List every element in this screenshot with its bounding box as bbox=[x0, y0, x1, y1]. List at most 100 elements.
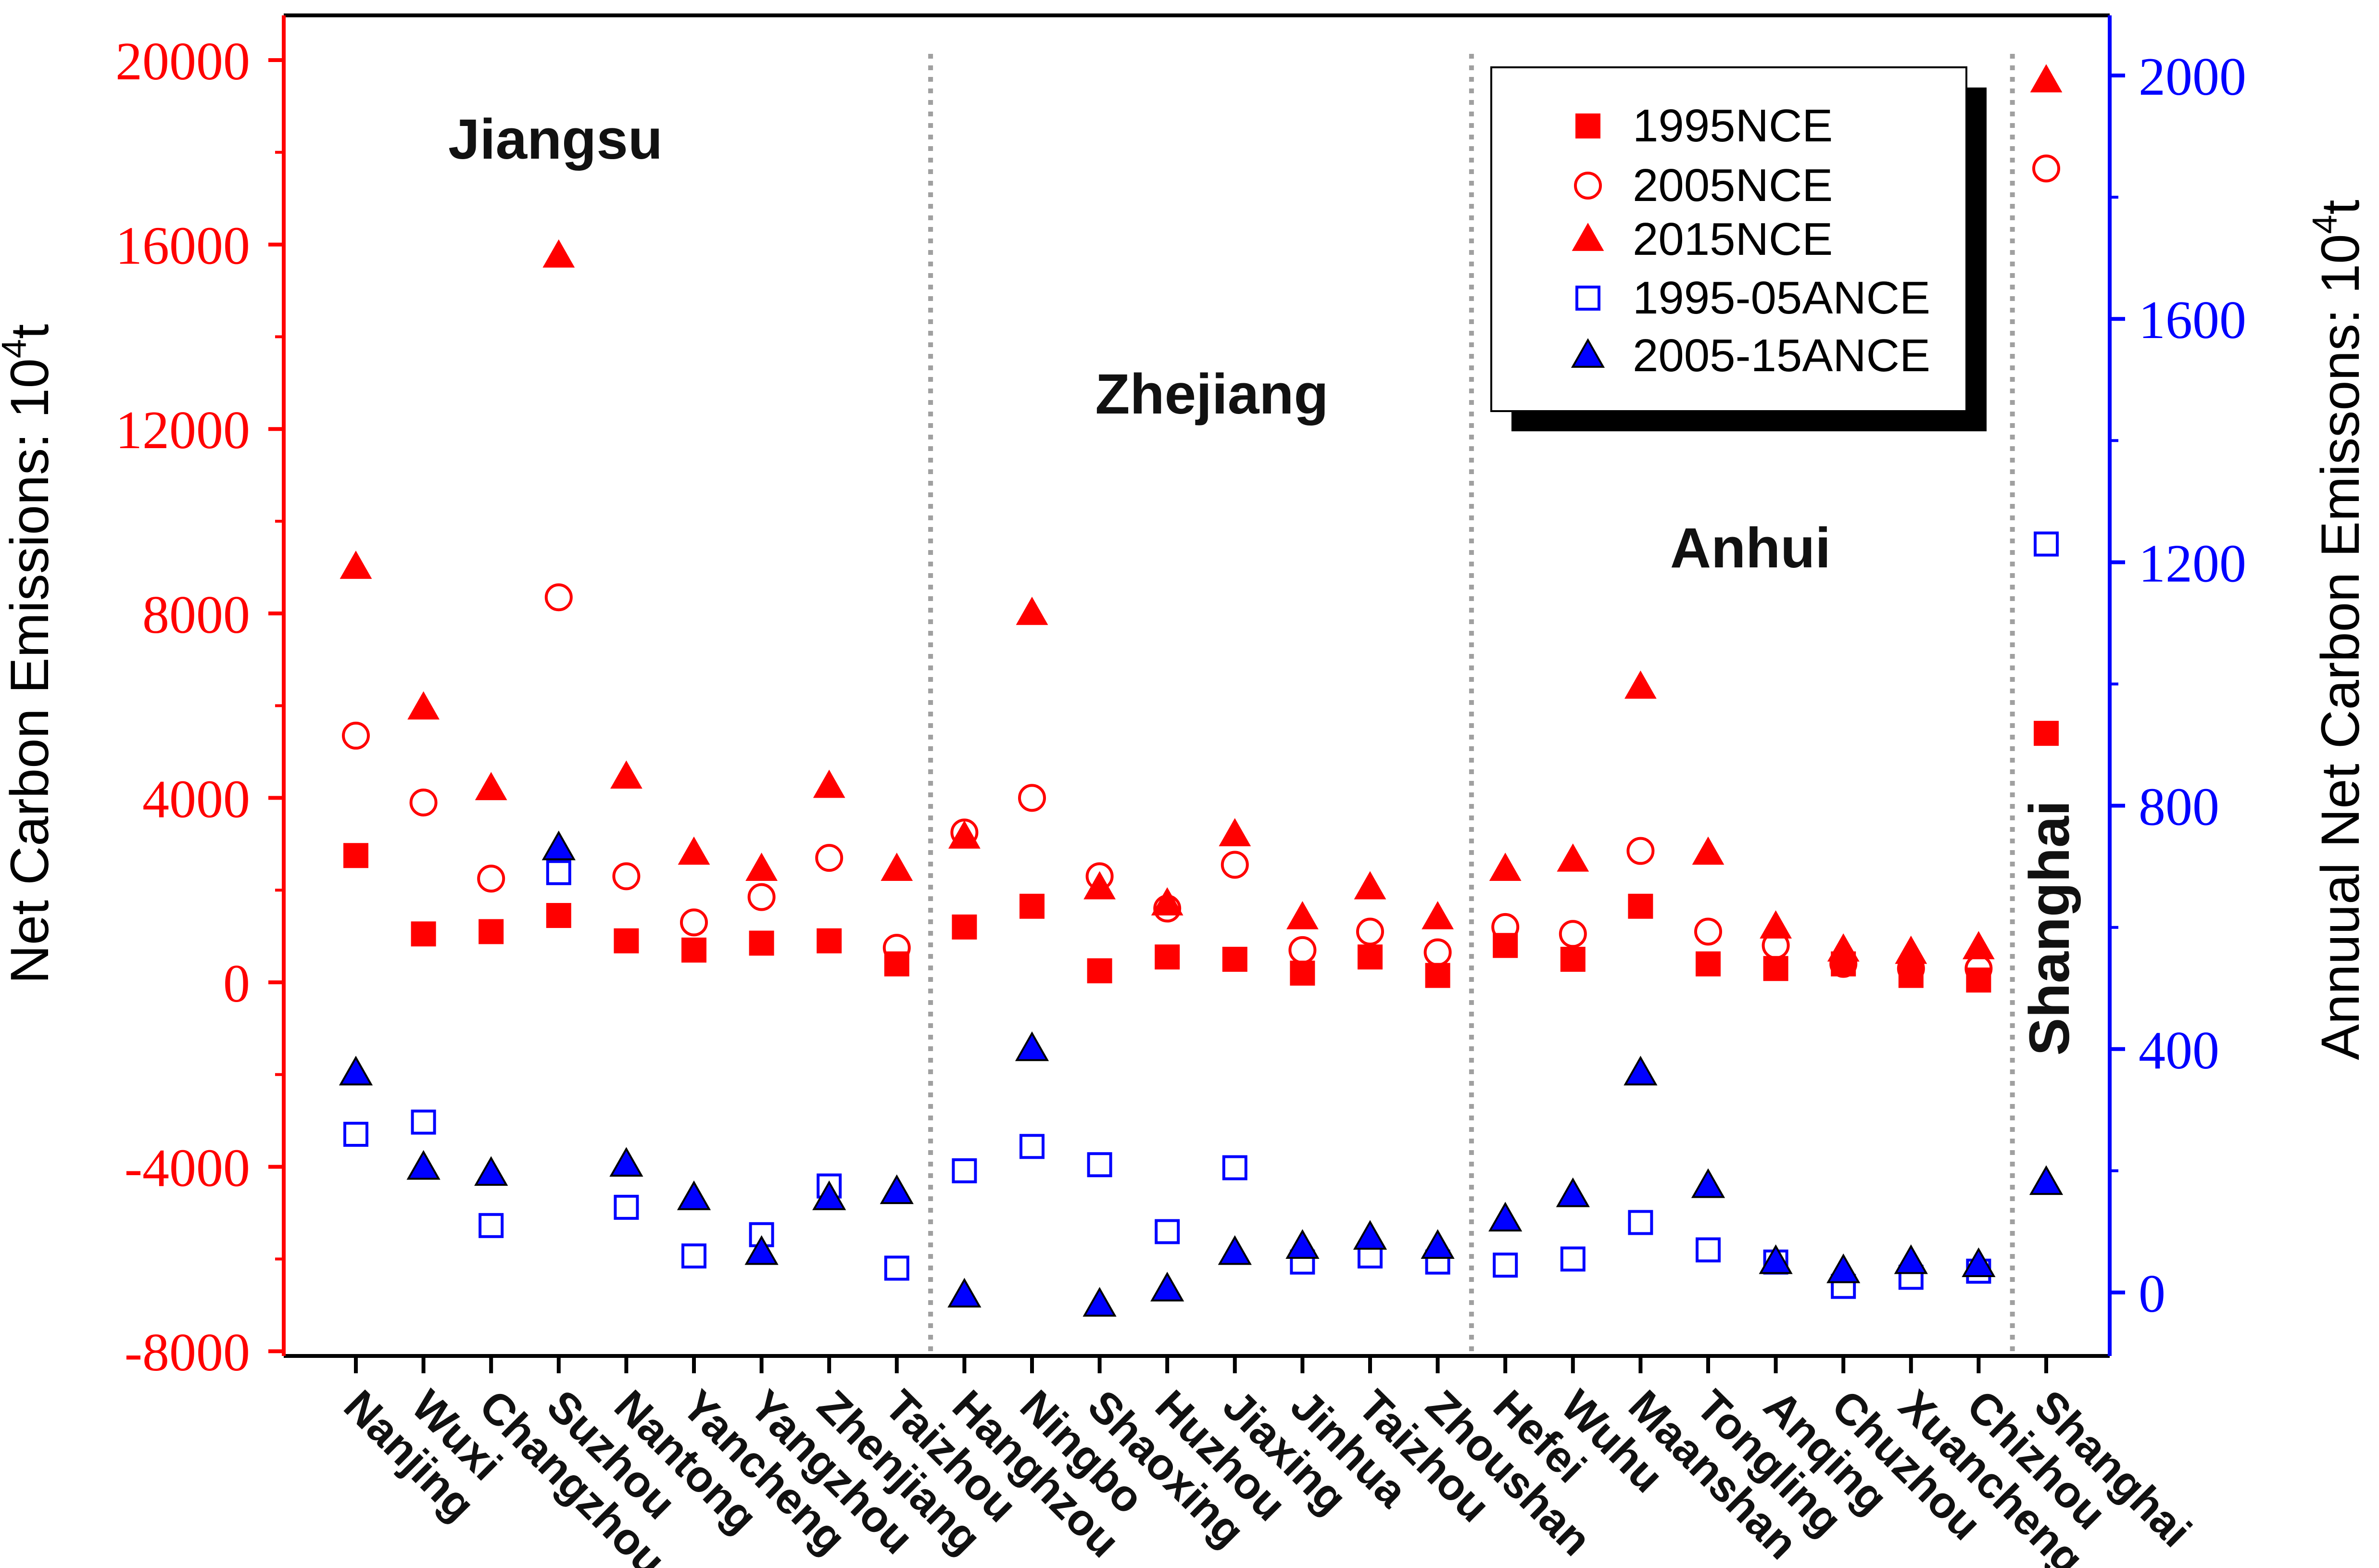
data-point bbox=[1626, 837, 1655, 865]
data-point bbox=[340, 551, 372, 579]
data-point bbox=[747, 883, 776, 911]
data-point bbox=[1356, 917, 1384, 946]
data-point bbox=[609, 1147, 643, 1177]
data-point bbox=[681, 937, 706, 963]
region-labels: Jiangsu Zhejiang Anhui Shanghai bbox=[448, 108, 2081, 1056]
data-point bbox=[406, 1150, 441, 1180]
data-point bbox=[1557, 843, 1589, 872]
data-point bbox=[1895, 935, 1927, 964]
data-point bbox=[478, 919, 504, 944]
data-point bbox=[880, 1174, 914, 1204]
data-point bbox=[1560, 947, 1586, 972]
data-point bbox=[2034, 721, 2059, 746]
data-point bbox=[475, 772, 507, 801]
data-point bbox=[1218, 1235, 1252, 1265]
data-point bbox=[1288, 936, 1317, 964]
x-axis-ticks: NanjingWuxiChangzhouSuzhouNantongYanchen… bbox=[335, 1356, 2201, 1568]
region-dividers bbox=[928, 54, 2015, 1356]
series-2005-15ance bbox=[339, 830, 2064, 1317]
legend-label: 1995-05ANCE bbox=[1633, 272, 1930, 324]
data-point bbox=[1694, 917, 1722, 946]
right-tick-label: 800 bbox=[2139, 778, 2219, 837]
legend-label: 2005NCE bbox=[1633, 160, 1833, 211]
right-tick-label: 1600 bbox=[2139, 290, 2246, 350]
data-point bbox=[2034, 531, 2059, 557]
data-point bbox=[813, 769, 845, 798]
data-point bbox=[1083, 871, 1116, 900]
axis-titles: Net Carbon Emissions: 104tAnnuual Net Ca… bbox=[0, 200, 2370, 1060]
legend-label: 1995NCE bbox=[1633, 100, 1833, 151]
data-point bbox=[1221, 851, 1249, 879]
data-point bbox=[1556, 1177, 1590, 1207]
right-axis-title: Annuual Net Carbon Emissons: 104t bbox=[2306, 200, 2370, 1060]
data-point bbox=[1150, 1271, 1184, 1302]
data-point bbox=[1151, 887, 1183, 916]
left-tick-label: 16000 bbox=[115, 216, 250, 276]
data-point bbox=[881, 853, 913, 881]
data-point bbox=[411, 921, 436, 947]
data-point bbox=[1963, 931, 1995, 960]
left-tick-label: -4000 bbox=[125, 1139, 250, 1198]
data-point bbox=[474, 1156, 508, 1186]
data-point bbox=[815, 844, 843, 872]
plot-frame bbox=[282, 13, 2112, 1358]
data-point bbox=[612, 862, 641, 891]
data-point bbox=[409, 788, 438, 816]
data-point bbox=[343, 843, 368, 868]
legend-box bbox=[1490, 66, 1967, 412]
data-point bbox=[1087, 958, 1112, 984]
left-tick-label: 0 bbox=[223, 954, 250, 1014]
data-point bbox=[1827, 933, 1860, 962]
data-point bbox=[1826, 1253, 1861, 1283]
data-point bbox=[749, 930, 774, 956]
data-point bbox=[1760, 910, 1792, 939]
legend-marker bbox=[1575, 113, 1600, 138]
left-axis-title: Net Carbon Emissions: 104t bbox=[0, 324, 60, 984]
series-2015nce bbox=[340, 64, 2063, 964]
data-point bbox=[1691, 1168, 1725, 1198]
legend-label: 2015NCE bbox=[1633, 213, 1833, 265]
data-point bbox=[1015, 1031, 1049, 1061]
data-point bbox=[1692, 836, 1724, 865]
legend-marker bbox=[1572, 223, 1604, 251]
data-point bbox=[1222, 1155, 1247, 1180]
right-axis-title-tail: t bbox=[2310, 200, 2370, 214]
data-point bbox=[1696, 1237, 1721, 1263]
right-tick-label: 1200 bbox=[2139, 534, 2246, 593]
data-point bbox=[1087, 1152, 1112, 1178]
data-point bbox=[2030, 64, 2063, 93]
data-point bbox=[952, 1158, 977, 1183]
region-label-zhejiang: Zhejiang bbox=[1095, 363, 1328, 426]
left-axis-title-text: Net Carbon Emissions: 10 bbox=[0, 358, 60, 984]
data-point bbox=[407, 691, 440, 720]
data-point bbox=[546, 860, 571, 885]
data-point bbox=[745, 853, 778, 881]
data-point bbox=[1354, 871, 1386, 900]
data-point bbox=[680, 908, 708, 937]
data-point bbox=[541, 830, 576, 861]
data-point bbox=[884, 1255, 909, 1281]
data-point bbox=[2032, 154, 2060, 183]
right-tick-label: 0 bbox=[2139, 1264, 2165, 1324]
data-point bbox=[1962, 1247, 1996, 1277]
left-axis-ticks: -8000 -4000 0 4000 8000 12000 16000 20000 bbox=[115, 32, 284, 1382]
left-axis-title-tail: t bbox=[0, 324, 60, 339]
data-point bbox=[1421, 1229, 1455, 1259]
right-axis-title-sup: 4 bbox=[2306, 214, 2344, 234]
data-points bbox=[339, 64, 2064, 1317]
data-point bbox=[1628, 893, 1653, 919]
data-point bbox=[947, 1278, 982, 1308]
data-point bbox=[1559, 920, 1587, 948]
data-point bbox=[678, 836, 710, 865]
data-point bbox=[1759, 1244, 1793, 1274]
data-point bbox=[1020, 1134, 1045, 1159]
data-point bbox=[1016, 597, 1048, 625]
data-point bbox=[1493, 1253, 1518, 1278]
series-1995-05ance bbox=[343, 531, 2059, 1299]
data-point bbox=[1422, 901, 1454, 929]
data-point bbox=[948, 820, 981, 849]
data-point bbox=[2029, 1165, 2064, 1195]
legend-marker bbox=[1575, 286, 1600, 311]
